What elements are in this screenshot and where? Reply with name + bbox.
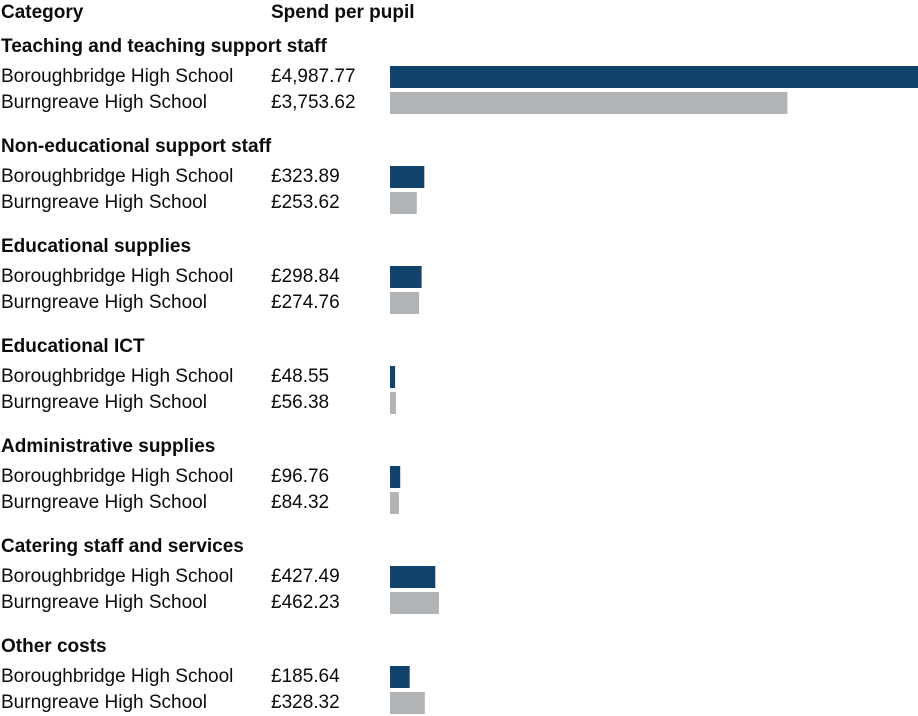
row-school-name: Boroughbridge High School (1, 66, 234, 87)
bar (390, 392, 396, 414)
row-school-name: Boroughbridge High School (1, 466, 234, 487)
bar (390, 266, 422, 288)
bar (390, 192, 417, 214)
bar (390, 492, 399, 514)
category-title: Other costs (1, 636, 107, 657)
category-title: Administrative supplies (1, 436, 216, 457)
value-label: £298.84 (271, 266, 340, 287)
row-school-name: Burngreave High School (1, 392, 207, 413)
value-label: £48.55 (271, 366, 330, 387)
row-school-name: Boroughbridge High School (1, 566, 234, 587)
column-header-category: Category (1, 2, 84, 23)
bar (390, 592, 439, 614)
bar (390, 166, 425, 188)
category-title: Educational supplies (1, 236, 192, 257)
row-school-name: Boroughbridge High School (1, 166, 234, 187)
value-label: £4,987.77 (271, 66, 356, 87)
category-title: Non-educational support staff (1, 136, 272, 157)
row-school-name: Burngreave High School (1, 592, 207, 613)
value-label: £253.62 (271, 192, 340, 213)
value-label: £427.49 (271, 566, 340, 587)
bar (390, 692, 425, 714)
row-school-name: Boroughbridge High School (1, 366, 234, 387)
value-label: £462.23 (271, 592, 340, 613)
row-school-name: Burngreave High School (1, 192, 207, 213)
row-school-name: Burngreave High School (1, 692, 207, 713)
value-label: £274.76 (271, 292, 340, 313)
category-title: Catering staff and services (1, 536, 244, 557)
value-label: £56.38 (271, 392, 330, 413)
column-header-spend: Spend per pupil (271, 2, 415, 23)
row-school-name: Burngreave High School (1, 492, 207, 513)
value-label: £328.32 (271, 692, 340, 713)
bar (390, 66, 918, 88)
value-label: £84.32 (271, 492, 330, 513)
bar (390, 366, 396, 388)
value-label: £185.64 (271, 666, 340, 687)
bar (390, 566, 436, 588)
bar (390, 666, 410, 688)
row-school-name: Boroughbridge High School (1, 666, 234, 687)
category-title: Teaching and teaching support staff (1, 36, 327, 57)
bar (390, 466, 401, 488)
value-label: £323.89 (271, 166, 340, 187)
row-school-name: Burngreave High School (1, 292, 207, 313)
row-school-name: Burngreave High School (1, 92, 207, 113)
row-school-name: Boroughbridge High School (1, 266, 234, 287)
value-label: £96.76 (271, 466, 330, 487)
value-label: £3,753.62 (271, 92, 356, 113)
bar (390, 92, 788, 114)
category-title: Educational ICT (1, 336, 145, 357)
bar (390, 292, 420, 314)
